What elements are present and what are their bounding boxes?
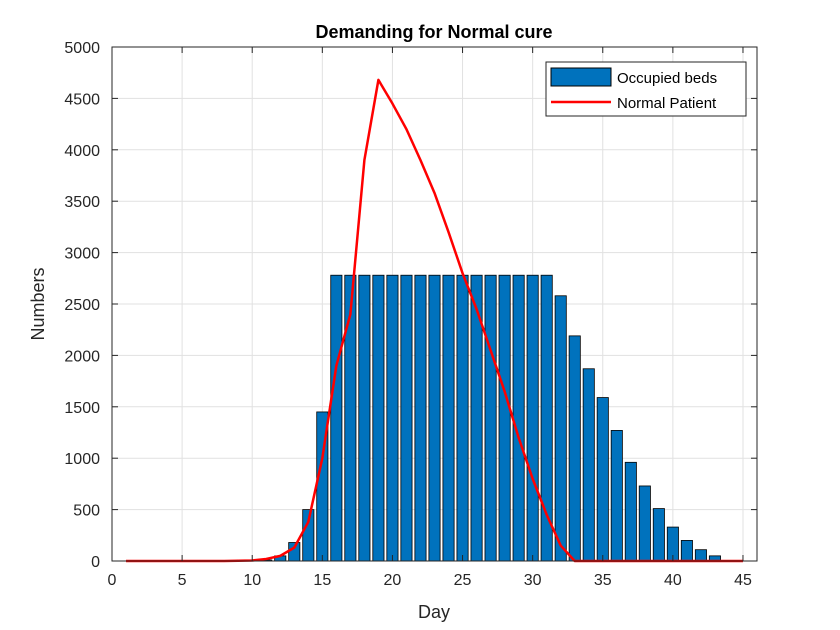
x-tick-label-40: 40 — [664, 572, 682, 589]
bar-day-25 — [456, 274, 469, 562]
bar-day-29 — [512, 274, 525, 562]
x-tick-label-0: 0 — [108, 572, 117, 589]
y-tick-label-2500: 2500 — [64, 297, 100, 314]
bar-day-18 — [358, 274, 371, 562]
bar-day-22 — [414, 274, 427, 562]
x-axis-label: Day — [418, 602, 450, 622]
x-tick-label-15: 15 — [313, 572, 331, 589]
bar-day-20 — [386, 274, 399, 562]
x-axis-ticks: 0 5 10 15 20 25 30 35 40 45 — [108, 47, 752, 589]
x-tick-label-10: 10 — [243, 572, 261, 589]
bar-day-39 — [652, 508, 665, 562]
legend-label-occupied-beds: Occupied beds — [617, 70, 717, 87]
x-tick-label-25: 25 — [454, 572, 472, 589]
y-tick-label-5000: 5000 — [64, 40, 100, 57]
bar-day-42 — [694, 549, 707, 562]
bar-day-36 — [610, 430, 623, 562]
legend: Occupied beds Normal Patient — [545, 61, 747, 117]
bar-day-27 — [484, 274, 497, 562]
x-tick-label-35: 35 — [594, 572, 612, 589]
bar-series — [260, 274, 721, 562]
y-tick-label-3500: 3500 — [64, 194, 100, 211]
bar-day-24 — [442, 274, 455, 562]
x-tick-label-45: 45 — [734, 572, 752, 589]
chart-title: Demanding for Normal cure — [315, 22, 552, 42]
y-tick-label-1000: 1000 — [64, 451, 100, 468]
bar-day-41 — [680, 540, 693, 562]
y-tick-label-4500: 4500 — [64, 91, 100, 108]
bar-day-35 — [596, 397, 609, 562]
bar-day-31 — [540, 274, 553, 562]
y-axis-ticks: 0 500 1000 1500 2000 2500 3000 3500 4000 4500 5000 — [64, 40, 757, 571]
y-tick-label-0: 0 — [91, 554, 100, 571]
bar-day-37 — [624, 461, 637, 562]
y-tick-label-500: 500 — [73, 503, 100, 520]
bar-day-28 — [498, 274, 511, 562]
bar-day-23 — [428, 274, 441, 562]
bar-day-21 — [400, 274, 413, 562]
bar-day-32 — [554, 295, 567, 562]
bar-day-34 — [582, 368, 595, 562]
bar-day-19 — [372, 274, 385, 562]
bar-day-16 — [330, 274, 343, 562]
x-tick-label-30: 30 — [524, 572, 542, 589]
x-tick-label-5: 5 — [178, 572, 187, 589]
legend-label-normal-patient: Normal Patient — [617, 95, 717, 112]
legend-swatch-occupied-beds — [550, 67, 612, 87]
bar-day-30 — [526, 274, 539, 562]
y-tick-label-2000: 2000 — [64, 348, 100, 365]
y-axis-label: Numbers — [28, 267, 48, 340]
bar-day-33 — [568, 335, 581, 562]
y-tick-label-3000: 3000 — [64, 246, 100, 263]
x-tick-label-20: 20 — [384, 572, 402, 589]
y-tick-label-1500: 1500 — [64, 400, 100, 417]
y-tick-label-4000: 4000 — [64, 143, 100, 160]
bar-day-38 — [638, 485, 651, 562]
